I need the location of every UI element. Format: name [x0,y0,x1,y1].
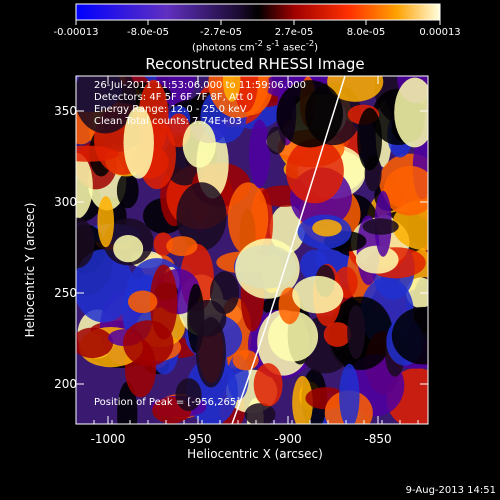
axis-ticks [75,76,428,424]
intensity-blob [235,238,300,299]
intensity-blob [76,145,119,162]
intensity-blob [394,77,428,148]
intensity-blob [362,218,399,235]
colorbar-ticks [75,20,441,25]
colorbar-tick-label: -0.00013 [53,27,99,38]
colorbar [75,3,441,21]
solar-limb-line [231,76,346,424]
x-tick-label: -850 [364,432,392,446]
intensity-blob [149,264,178,340]
intensity-blob [268,311,319,362]
intensity-blob [248,119,271,188]
intensity-blob [347,304,366,360]
intensity-blob [175,378,202,412]
y-tick-label: 200 [54,377,77,391]
timestamp: 9-Aug-2013 14:51 [405,485,496,496]
intensity-blob [116,172,139,209]
y-tick-label: 250 [54,286,77,300]
intensity-blob [312,219,342,237]
info-time-range: 26-Jul-2011 11:53:06.000 to 11:59:06.000 [94,80,306,91]
intensity-blob [176,182,227,251]
y-axis-label: Heliocentric Y (arcsec) [23,202,37,338]
intensity-blob [182,120,216,168]
intensity-blob [391,306,428,365]
intensity-blob [127,290,158,314]
intensity-blob [276,80,344,148]
intensity-blob [76,217,95,269]
intensity-blob [383,165,428,216]
intensity-blob [113,234,144,263]
intensity-blob [76,249,134,323]
intensity-blob [166,236,198,256]
info-counts: Clean Total counts: 7.74E+03 [94,116,242,127]
intensity-blob [227,182,269,255]
intensity-blob [123,320,174,367]
intensity-blob [253,363,283,407]
peak-position-label: Position of Peak = [-956,265] [94,397,241,408]
intensity-blob [97,196,115,248]
intensity-blob [188,299,227,337]
intensity-blob [355,245,399,274]
y-tick-label: 300 [54,195,77,209]
colorbar-tick-label: -2.7e-05 [200,27,242,38]
intensity-blob [76,76,137,134]
intensity-blob [292,375,313,424]
intensity-blob [357,107,383,171]
info-energy-range: Energy Range: 12.0 - 25.0 keV [94,104,247,115]
intensity-blob [323,322,352,347]
intensity-blob [266,126,286,155]
intensity-blob [244,403,276,424]
colorbar-tick-label: -8.0e-05 [127,27,169,38]
colorbar-tick-label: 0.00013 [419,27,461,38]
plot-title: Reconstructed RHESSI Image [145,55,365,73]
intensity-blob [123,106,154,179]
x-axis-label: Heliocentric X (arcsec) [187,447,323,461]
plot-frame [75,75,429,425]
x-tick-label: -900 [274,432,302,446]
x-tick-label: -950 [184,432,212,446]
image-area [76,76,428,424]
intensity-blob [222,76,241,102]
y-tick-label: 350 [54,104,77,118]
intensity-blob [339,363,360,424]
intensity-blob [292,275,344,314]
colorbar-tick-label: 8.0e-05 [346,27,386,38]
intensity-blob [327,76,384,102]
info-detectors: Detectors: 4F 5F 6F 7F 8F, Att 0 [94,92,254,103]
colorbar-units: (photons cm-2 s-1 asec-2) [191,38,319,54]
colorbar-tick-label: 2.7e-05 [274,27,314,38]
x-tick-label: -1000 [90,432,126,446]
intensity-blob [76,327,114,359]
